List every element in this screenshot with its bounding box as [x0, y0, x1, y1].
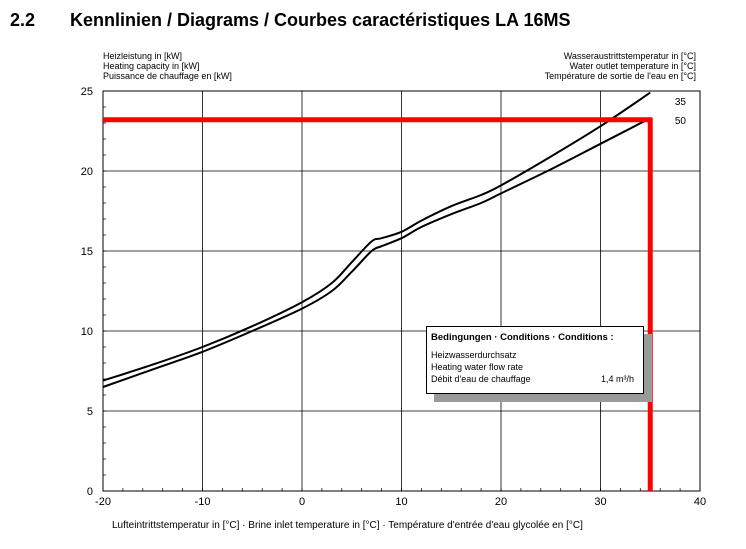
x-tick-label: 0: [299, 496, 305, 508]
x-tick-label: 40: [694, 496, 706, 508]
section-title: Kennlinien / Diagrams / Courbes caractér…: [70, 10, 571, 30]
conditions-box: Bedingungen · Conditions · Conditions : …: [426, 326, 644, 394]
series-line-35: [102, 91, 651, 382]
y-tick-label: 5: [87, 406, 93, 418]
series-line-50: [102, 117, 651, 388]
y-tick-label: 20: [81, 166, 93, 178]
y-tick-label: 15: [81, 246, 93, 258]
conditions-line-fr: Débit d'eau de chauffage: [431, 374, 531, 384]
series-label-50: 50: [675, 116, 687, 127]
x-tick-label: 30: [594, 496, 606, 508]
series-label-35: 35: [675, 97, 687, 108]
y-tick-label: 25: [81, 86, 93, 98]
conditions-line-de: Heizwasserdurchsatz: [431, 350, 517, 360]
x-tick-label: 20: [495, 496, 507, 508]
ylabel-en: Heating capacity in [kW]: [103, 61, 200, 71]
x-tick-label: -10: [195, 496, 211, 508]
legend-title-de: Wasseraustrittstemperatur in [°C]: [563, 51, 696, 61]
ylabel-fr: Puissance de chauffage en [kW]: [103, 71, 232, 81]
x-axis-label: Lufteintrittstemperatur in [°C] · Brine …: [112, 520, 583, 531]
legend-title-en: Water outlet temperature in [°C]: [569, 61, 696, 71]
y-tick-label: 0: [87, 486, 93, 498]
conditions-value: 1,4 m³/h: [601, 374, 635, 384]
section-number: 2.2: [10, 10, 36, 30]
conditions-line-en: Heating water flow rate: [431, 362, 524, 372]
conditions-title: Bedingungen · Conditions · Conditions :: [431, 332, 614, 343]
ylabel-de: Heizleistung in [kW]: [103, 51, 183, 61]
plot-frame: [102, 90, 701, 492]
legend-title-fr: Température de sortie de l'eau en [°C]: [544, 71, 696, 81]
x-tick-label: 10: [395, 496, 407, 508]
x-tick-label: -20: [95, 496, 111, 508]
y-tick-label: 10: [81, 326, 93, 338]
